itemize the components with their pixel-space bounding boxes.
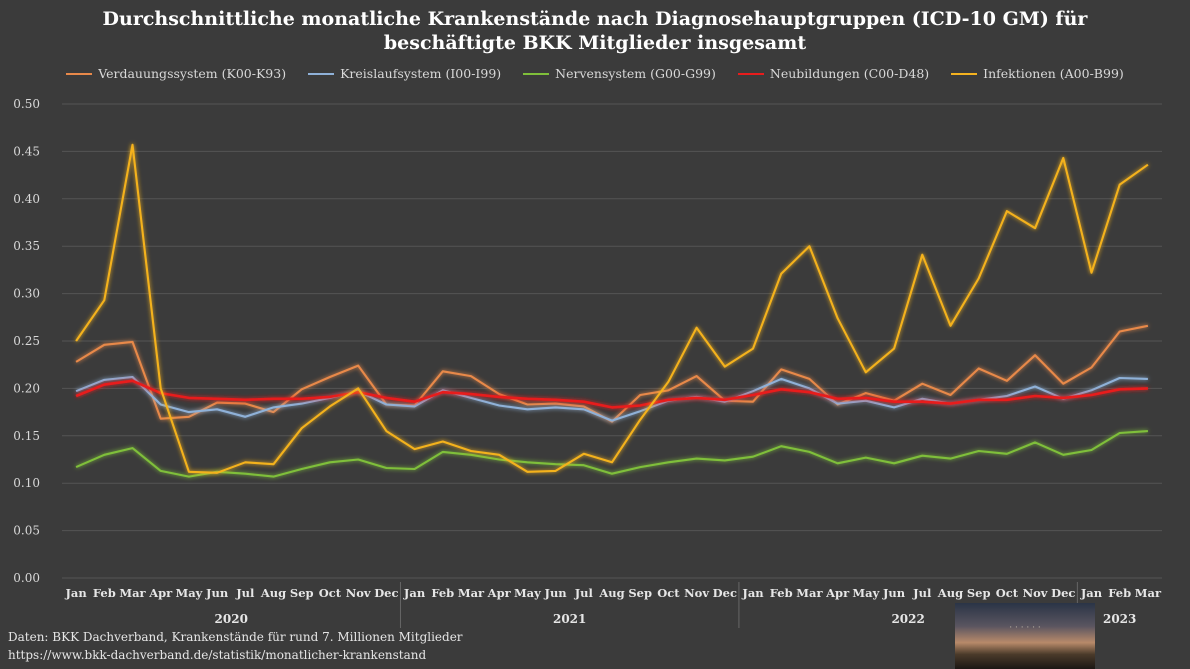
x-tick-label: Jun: [205, 586, 229, 600]
x-tick-label: Jul: [912, 586, 932, 600]
x-tick-label: Nov: [684, 586, 709, 600]
series-line-neubildungen: [75, 379, 1148, 409]
x-tick-label: Apr: [487, 586, 512, 600]
x-tick-label: Nov: [346, 586, 371, 600]
legend-item: Infektionen (A00-B99): [951, 66, 1124, 81]
chart-title-line-1: Durchschnittliche monatliche Krankenstän…: [102, 8, 1088, 30]
x-tick-label: Oct: [319, 586, 342, 600]
y-tick-label: 0.30: [13, 287, 40, 301]
x-tick-label: Dec: [1051, 586, 1075, 600]
legend-swatch: [737, 72, 764, 75]
year-label: 2021: [553, 612, 586, 626]
y-tick-label: 0.40: [13, 192, 40, 206]
x-tick-label: Oct: [996, 586, 1019, 600]
legend-swatch: [66, 72, 93, 75]
legend-label: Nervensystem (G00-G99): [555, 66, 716, 81]
chart-title-line-2: beschäftigte BKK Mitglieder insgesamt: [383, 32, 807, 54]
y-tick-label: 0.00: [13, 571, 40, 585]
series-line-infektionen: [75, 143, 1149, 474]
x-tick-label: May: [852, 586, 879, 600]
x-tick-label: Jan: [741, 586, 764, 600]
y-tick-label: 0.15: [13, 429, 40, 443]
x-tick-label: Mar: [119, 586, 146, 600]
x-tick-label: Aug: [598, 586, 624, 600]
x-tick-label: Mar: [1135, 586, 1162, 600]
x-tick-label: Apr: [825, 586, 850, 600]
legend-item: Verdauungssystem (K00-K93): [66, 66, 286, 81]
x-tick-label: Oct: [657, 586, 680, 600]
legend-item: Kreislaufsystem (I00-I99): [308, 66, 501, 81]
x-tick-label: Nov: [1023, 586, 1048, 600]
x-tick-label: Jun: [882, 586, 906, 600]
source-line-1: Daten: BKK Dachverband, Krankenstände fü…: [8, 630, 463, 644]
y-tick-label: 0.45: [13, 144, 40, 158]
x-tick-label: May: [514, 586, 541, 600]
year-label: 2022: [891, 612, 924, 626]
x-tick-label: Mar: [458, 586, 485, 600]
x-tick-label: Feb: [431, 586, 454, 600]
x-tick-label: May: [175, 586, 202, 600]
legend-swatch: [308, 72, 335, 75]
x-tick-label: Jul: [235, 586, 255, 600]
legend-swatch: [523, 72, 550, 75]
year-label: 2023: [1103, 612, 1136, 626]
legend-item: Nervensystem (G00-G99): [523, 66, 716, 81]
x-tick-label: Aug: [260, 586, 286, 600]
legend-label: Verdauungssystem (K00-K93): [98, 66, 287, 81]
source-line-2: https://www.bkk-dachverband.de/statistik…: [8, 648, 427, 662]
series-line-nervensystem: [75, 430, 1148, 478]
x-tick-label: Dec: [374, 586, 398, 600]
x-tick-label: Feb: [1108, 586, 1131, 600]
x-tick-label: Feb: [93, 586, 116, 600]
legend-item: Neubildungen (C00-D48): [737, 66, 930, 81]
x-tick-label: Jan: [1080, 586, 1103, 600]
legend-label: Neubildungen (C00-D48): [769, 66, 930, 81]
legend-swatch: [951, 72, 978, 75]
x-tick-label: Jul: [574, 586, 594, 600]
y-tick-label: 0.10: [13, 476, 40, 490]
chart-legend: Verdauungssystem (K00-K93) Kreislaufsyste…: [0, 66, 1190, 81]
x-tick-label: Jan: [64, 586, 87, 600]
y-tick-label: 0.25: [13, 334, 40, 348]
x-tick-label: Sep: [967, 586, 991, 600]
y-tick-label: 0.35: [13, 239, 40, 253]
x-tick-label: Jan: [403, 586, 426, 600]
x-tick-label: Jun: [544, 586, 568, 600]
year-label: 2020: [215, 612, 248, 626]
x-tick-label: Apr: [148, 586, 173, 600]
x-tick-label: Sep: [628, 586, 652, 600]
y-tick-label: 0.50: [13, 97, 40, 111]
watermark-logo: · · · · · ·: [955, 603, 1095, 669]
x-tick-label: Aug: [937, 586, 963, 600]
y-tick-label: 0.20: [13, 381, 40, 395]
y-tick-label: 0.05: [13, 524, 40, 538]
x-tick-label: Mar: [796, 586, 823, 600]
x-tick-label: Sep: [290, 586, 314, 600]
x-tick-label: Dec: [713, 586, 737, 600]
x-tick-label: Feb: [770, 586, 793, 600]
legend-label: Infektionen (A00-B99): [983, 66, 1124, 81]
legend-label: Kreislaufsystem (I00-I99): [340, 66, 502, 81]
